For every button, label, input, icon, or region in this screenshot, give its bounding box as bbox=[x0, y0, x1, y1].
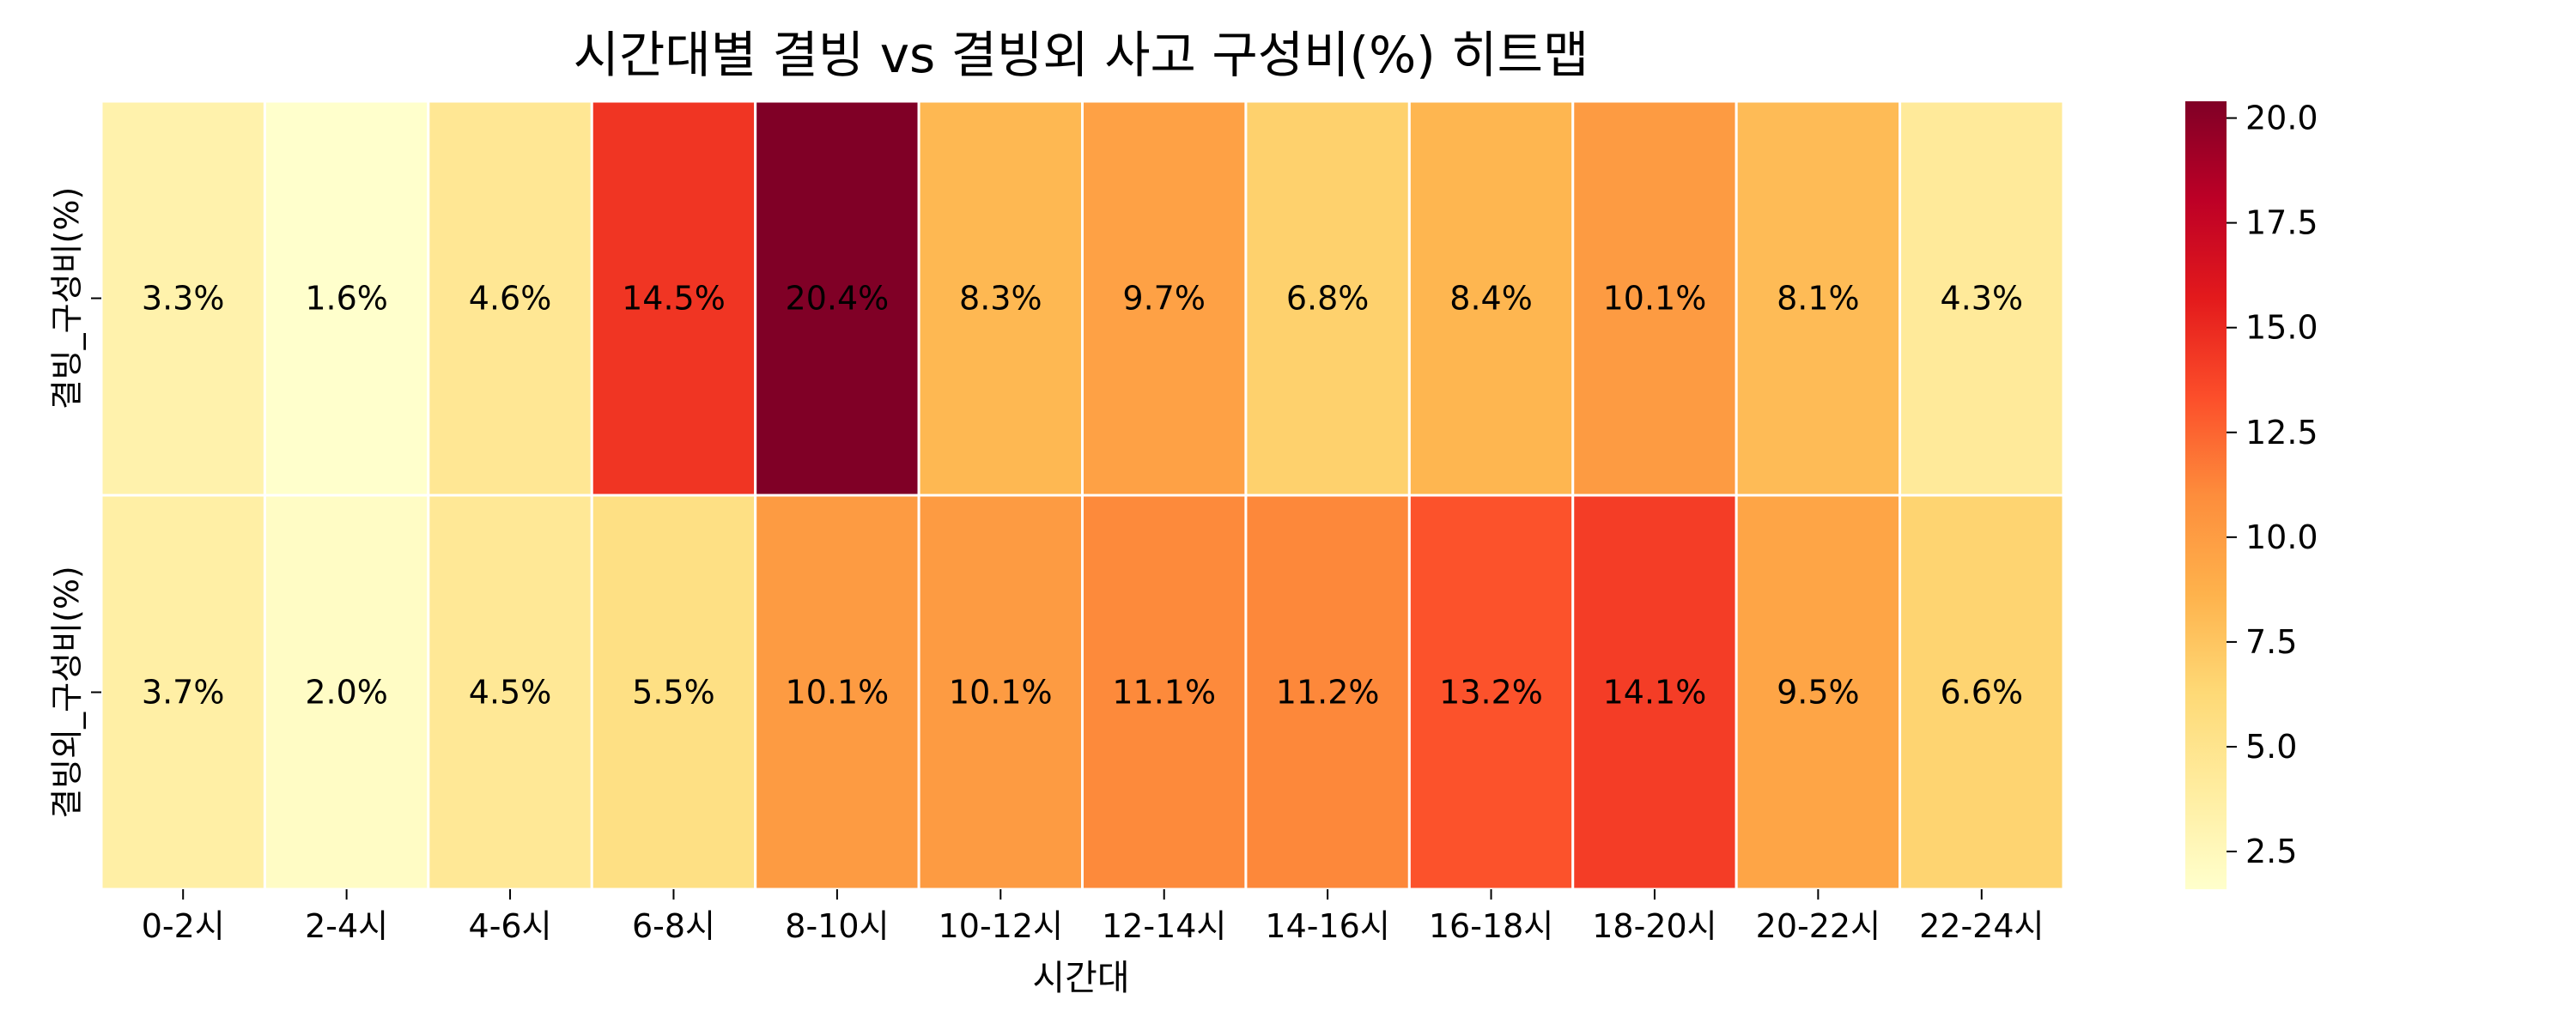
cell-labels: 3.3% 1.6% 4.6% 14.5% 20.4% 8.3% 9.7% 6.8% 8.4% 10… bbox=[142, 280, 2023, 712]
x-axis-ticks: 0-2시 2-4시 4-6시 6-8시 8-10시 10-12시 12-14시 14-16시 1… bbox=[142, 889, 2044, 945]
colorbar-tick-label: 10.0 bbox=[2245, 518, 2318, 556]
cell-value-label: 14.5% bbox=[622, 280, 726, 318]
x-tick-label: 16-18시 bbox=[1429, 907, 1553, 945]
cell-value-label: 9.5% bbox=[1777, 674, 1860, 712]
cell-value-label: 20.4% bbox=[786, 280, 890, 318]
cell-value-label: 3.3% bbox=[142, 280, 225, 318]
cell-value-label: 6.8% bbox=[1286, 280, 1370, 318]
x-tick-label: 14-16시 bbox=[1265, 907, 1389, 945]
x-tick-label: 2-4시 bbox=[305, 907, 388, 945]
x-tick-label: 22-24시 bbox=[1919, 907, 2044, 945]
heatmap-cell bbox=[100, 100, 266, 497]
colorbar-tick-label: 7.5 bbox=[2245, 623, 2297, 661]
x-axis-label: 시간대 bbox=[1032, 957, 1129, 998]
cell-value-label: 5.5% bbox=[632, 674, 715, 712]
heatmap-cell bbox=[1407, 494, 1575, 891]
colorbar-tick-label: 20.0 bbox=[2245, 100, 2318, 137]
x-tick-label: 8-10시 bbox=[785, 907, 889, 945]
cell-value-label: 9.7% bbox=[1122, 280, 1206, 318]
x-tick-label: 10-12시 bbox=[939, 907, 1063, 945]
colorbar-ticks: 2.5 5.0 7.5 10.0 12.5 15.0 17.5 20.0 bbox=[2227, 100, 2318, 870]
cell-value-label: 11.2% bbox=[1276, 674, 1380, 712]
y-tick-label: 결빙외_구성비(%) bbox=[48, 566, 86, 819]
heatmap-cell bbox=[1244, 100, 1411, 497]
heatmap-cell bbox=[427, 100, 593, 497]
cell-value-label: 8.3% bbox=[959, 280, 1042, 318]
cell-value-label: 11.1% bbox=[1112, 674, 1216, 712]
heatmap-cell bbox=[754, 494, 920, 891]
colorbar-tick-label: 12.5 bbox=[2245, 414, 2318, 451]
heatmap-cell bbox=[754, 100, 920, 497]
cell-value-label: 4.6% bbox=[469, 280, 552, 318]
x-tick-label: 6-8시 bbox=[632, 907, 715, 945]
y-tick-label: 결빙_구성비(%) bbox=[48, 187, 86, 410]
heatmap-cell bbox=[917, 100, 1084, 497]
heatmap-cell bbox=[1899, 494, 2065, 891]
heatmap-cell bbox=[590, 100, 757, 497]
x-tick-label: 4-6시 bbox=[469, 907, 552, 945]
x-tick-label: 18-20시 bbox=[1592, 907, 1716, 945]
colorbar-tick-label: 17.5 bbox=[2245, 204, 2318, 242]
cell-value-label: 14.1% bbox=[1603, 674, 1707, 712]
cell-value-label: 2.0% bbox=[305, 674, 388, 712]
x-tick-label: 20-22시 bbox=[1756, 907, 1880, 945]
heatmap-cells bbox=[100, 100, 2065, 891]
heatmap-cell bbox=[100, 494, 266, 891]
colorbar-tick-label: 2.5 bbox=[2245, 833, 2297, 870]
colorbar-tick-label: 15.0 bbox=[2245, 309, 2318, 347]
heatmap-cell bbox=[263, 100, 430, 497]
chart-title: 시간대별 결빙 vs 결빙외 사고 구성비(%) 히트맵 bbox=[574, 26, 1589, 84]
heatmap-cell bbox=[1244, 494, 1411, 891]
heatmap-cell bbox=[1899, 100, 2065, 497]
x-tick-label: 12-14시 bbox=[1102, 907, 1226, 945]
heatmap-cell bbox=[590, 494, 757, 891]
heatmap-cell bbox=[1571, 100, 1738, 497]
heatmap-cell bbox=[1735, 494, 1902, 891]
heatmap-cell bbox=[1081, 494, 1248, 891]
heatmap-cell bbox=[1571, 494, 1738, 891]
cell-value-label: 13.2% bbox=[1439, 674, 1543, 712]
heatmap-cell bbox=[263, 494, 430, 891]
colorbar: 2.5 5.0 7.5 10.0 12.5 15.0 17.5 20.0 bbox=[2185, 100, 2318, 889]
cell-value-label: 6.6% bbox=[1941, 674, 2024, 712]
colorbar-gradient bbox=[2185, 101, 2227, 889]
cell-value-label: 10.1% bbox=[786, 674, 890, 712]
heatmap-cell bbox=[427, 494, 593, 891]
cell-value-label: 8.1% bbox=[1777, 280, 1860, 318]
x-tick-label: 0-2시 bbox=[142, 907, 225, 945]
cell-value-label: 10.1% bbox=[1603, 280, 1707, 318]
cell-value-label: 8.4% bbox=[1449, 280, 1533, 318]
cell-value-label: 4.3% bbox=[1941, 280, 2024, 318]
cell-value-label: 10.1% bbox=[949, 674, 1053, 712]
heatmap-cell bbox=[917, 494, 1084, 891]
cell-value-label: 3.7% bbox=[142, 674, 225, 712]
colorbar-tick-label: 5.0 bbox=[2245, 728, 2297, 766]
cell-value-label: 4.5% bbox=[469, 674, 552, 712]
cell-value-label: 1.6% bbox=[305, 280, 388, 318]
y-axis-ticks: 결빙_구성비(%) 결빙외_구성비(%) bbox=[48, 187, 101, 819]
